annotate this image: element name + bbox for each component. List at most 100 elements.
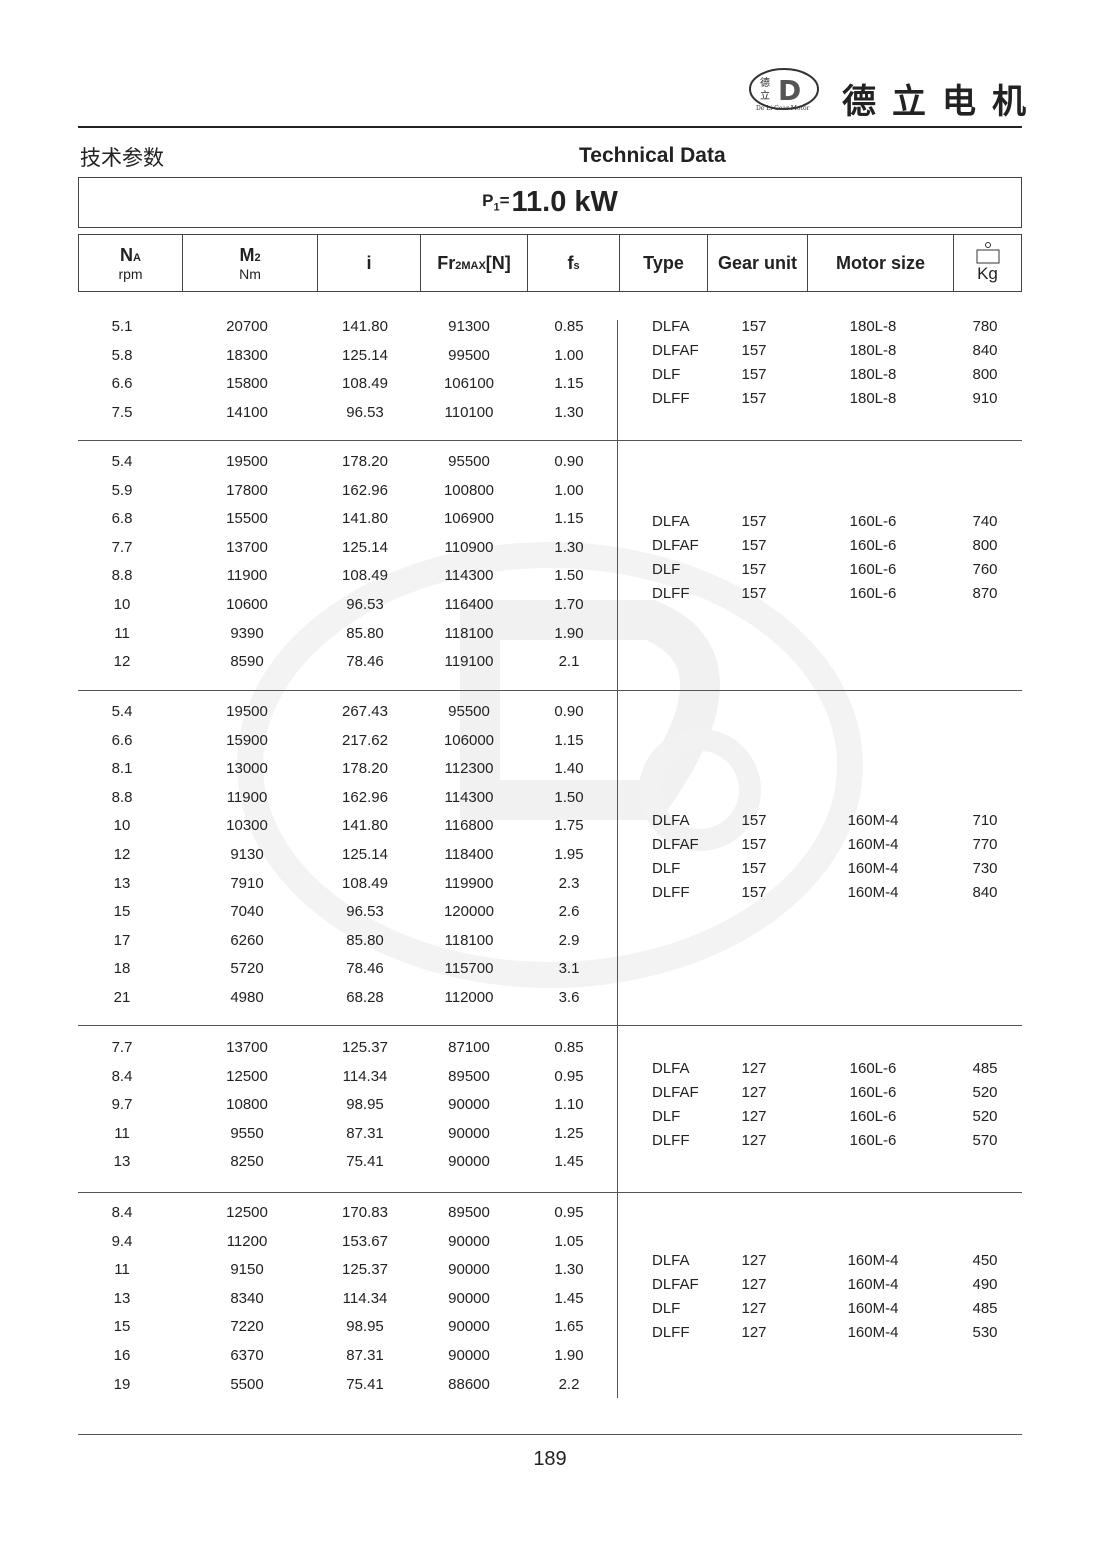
ratio-i: 114.34 — [342, 1289, 388, 1307]
service-factor-fs: 1.00 — [554, 481, 584, 499]
table-row: 16 6370 87.31 90000 1.90 — [78, 1347, 616, 1367]
speed-na: 19 — [113, 1375, 131, 1393]
speed-na: 6.8 — [111, 510, 133, 528]
ratio-i: 108.49 — [342, 567, 388, 585]
ratio-i: 141.80 — [342, 318, 388, 335]
table-row: 11 9150 125.37 90000 1.30 — [78, 1261, 616, 1281]
torque-m2: 15800 — [226, 375, 268, 393]
speed-na: 8.8 — [111, 788, 133, 806]
type: DLFAF — [652, 537, 699, 554]
weight-kg: 770 — [972, 836, 998, 853]
motor-size: 160L-6 — [849, 1108, 897, 1125]
table-row: 8.1 13000 178.20 112300 1.40 — [78, 760, 616, 780]
weight-kg: 760 — [972, 561, 998, 578]
weight-unit: Kg — [977, 264, 998, 283]
ratio-i: 75.41 — [346, 1153, 384, 1171]
motor-size: 160L-6 — [849, 1060, 897, 1077]
weight-kg: 730 — [972, 860, 998, 877]
radial-load-fr2max: 90000 — [448, 1124, 490, 1142]
radial-load-fr2max: 99500 — [448, 346, 490, 364]
radial-load-fr2max: 118400 — [444, 846, 494, 863]
model-row: DLFF 127 160L-6 570 — [618, 1132, 1022, 1152]
type: DLFAF — [652, 1276, 699, 1293]
type: DLFF — [652, 390, 690, 407]
speed-na: 5.4 — [111, 703, 133, 720]
ratio-i: 68.28 — [346, 989, 384, 1006]
svg-text:D: D — [778, 74, 801, 107]
torque-m2: 10800 — [226, 1096, 268, 1114]
service-factor-fs: 2.1 — [558, 653, 580, 671]
gear-unit: 157 — [741, 366, 767, 383]
type: DLFA — [652, 812, 690, 829]
torque-m2: 8340 — [230, 1289, 264, 1307]
ratio-i: 153.67 — [342, 1232, 388, 1250]
header-fs: fs — [528, 235, 620, 291]
header-motor-size: Motor size — [808, 235, 954, 291]
radial-load-fr2max: 116400 — [444, 596, 494, 613]
power-rating-box: P1= 11.0 kW — [78, 177, 1022, 228]
model-row: DLFA 157 180L-8 780 — [618, 318, 1022, 338]
gear-unit: 157 — [741, 318, 767, 335]
torque-m2: 8250 — [230, 1153, 264, 1171]
table-row: 6.6 15800 108.49 106100 1.15 — [78, 375, 616, 395]
model-row: DLF 127 160L-6 520 — [618, 1108, 1022, 1128]
motor-size: 160M-4 — [847, 812, 899, 829]
type: DLFF — [652, 585, 690, 602]
speed-na: 10 — [113, 817, 131, 835]
type: DLF — [652, 561, 681, 578]
radial-load-fr2max: 114300 — [444, 788, 494, 806]
torque-m2: 5500 — [230, 1375, 264, 1393]
group-separator — [78, 690, 1022, 691]
service-factor-fs: 2.3 — [558, 874, 580, 892]
model-row: DLFAF 157 160M-4 770 — [618, 836, 1022, 856]
torque-m2: 7910 — [230, 874, 264, 892]
table-row: 21 4980 68.28 112000 3.6 — [78, 989, 616, 1009]
service-factor-fs: 1.00 — [554, 346, 584, 364]
radial-load-fr2max: 89500 — [448, 1067, 490, 1085]
ratio-i: 96.53 — [346, 403, 384, 421]
table-row: 13 8340 114.34 90000 1.45 — [78, 1290, 616, 1310]
table-row: 17 6260 85.80 118100 2.9 — [78, 932, 616, 952]
motor-size: 180L-8 — [849, 366, 897, 383]
model-row: DLFF 157 180L-8 910 — [618, 390, 1022, 410]
torque-m2: 8590 — [230, 653, 264, 671]
torque-m2: 20700 — [226, 318, 268, 335]
header-fr2max: Fr2MAX[N] — [421, 235, 528, 291]
speed-na: 9.7 — [111, 1096, 133, 1114]
torque-m2: 7220 — [230, 1318, 264, 1336]
motor-size: 160L-6 — [849, 1132, 897, 1149]
header-weight: Kg — [954, 235, 1021, 291]
radial-load-fr2max: 90000 — [448, 1232, 490, 1250]
type: DLF — [652, 366, 681, 383]
power-symbol: P1= — [482, 191, 510, 214]
service-factor-fs: 1.70 — [554, 596, 584, 613]
ratio-i: 178.20 — [342, 453, 388, 470]
weight-kg: 710 — [972, 812, 998, 829]
ratio-i: 85.80 — [346, 931, 384, 949]
radial-load-fr2max: 118100 — [444, 931, 494, 949]
torque-m2: 5720 — [230, 960, 264, 978]
speed-na: 12 — [113, 846, 131, 863]
type: DLFAF — [652, 342, 699, 359]
ratio-i: 125.37 — [342, 1039, 388, 1056]
ratio-i: 78.46 — [346, 960, 384, 978]
speed-na: 8.4 — [111, 1067, 133, 1085]
ratio-i: 162.96 — [342, 481, 388, 499]
service-factor-fs: 3.6 — [558, 989, 580, 1006]
gear-unit: 127 — [741, 1276, 767, 1293]
speed-na: 8.8 — [111, 567, 133, 585]
radial-load-fr2max: 106000 — [443, 731, 495, 749]
service-factor-fs: 1.50 — [554, 567, 584, 585]
table-row: 8.4 12500 114.34 89500 0.95 — [78, 1068, 616, 1088]
motor-size: 160L-6 — [849, 513, 897, 530]
type: DLFF — [652, 1132, 690, 1149]
speed-na: 13 — [113, 1289, 131, 1307]
speed-na: 5.8 — [111, 346, 133, 364]
ratio-i: 125.37 — [342, 1261, 388, 1279]
speed-na: 8.1 — [111, 760, 133, 778]
model-row: DLF 157 180L-8 800 — [618, 366, 1022, 386]
speed-na: 7.5 — [111, 403, 133, 421]
service-factor-fs: 1.95 — [554, 846, 584, 863]
gear-unit: 157 — [741, 860, 767, 877]
